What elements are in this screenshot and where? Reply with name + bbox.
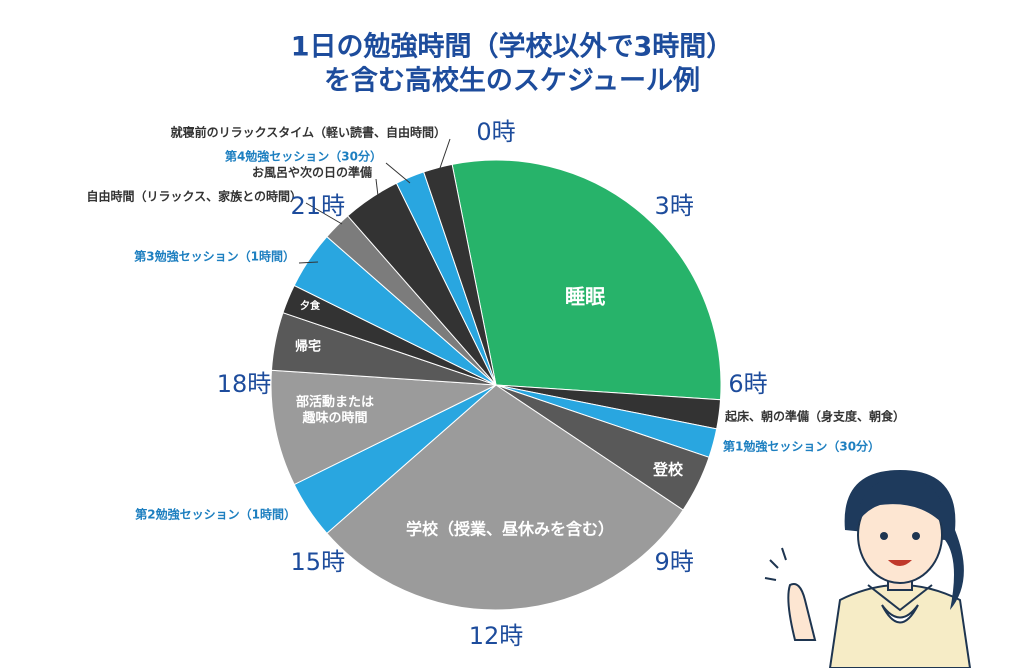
slice-label: お風呂や次の日の準備 [252, 165, 372, 180]
leader-line [385, 162, 411, 184]
slice-label: 睡眠 [565, 285, 606, 309]
leader-line [298, 261, 319, 264]
hour-label: 6時 [728, 370, 767, 398]
slice-label: 第4勉強セッション（30分） [224, 149, 382, 164]
hour-label: 9時 [655, 548, 694, 576]
slice-label: 第1勉強セッション（30分） [722, 439, 880, 454]
hour-label: 15時 [291, 548, 346, 576]
chart-title: 1日の勉強時間（学校以外で3時間） [291, 31, 734, 63]
slice-label: 起床、朝の準備（身支度、朝食） [724, 409, 905, 424]
slice-label: 部活動または趣味の時間 [296, 394, 374, 426]
slice-label: 就寝前のリラックスタイム（軽い読書、自由時間） [171, 125, 446, 140]
student-illustration [764, 470, 972, 668]
slice-label: 学校（授業、昼休みを含む） [406, 520, 614, 539]
slice-label: 第2勉強セッション（1時間） [134, 507, 296, 522]
slice-label: 夕食 [300, 299, 321, 312]
hour-label: 0時 [476, 118, 515, 146]
chart-title: を含む高校生のスケジュール例 [324, 65, 700, 97]
leader-line [305, 202, 343, 225]
pie-slice [270, 369, 498, 486]
slice-label: 第3勉強セッション（1時間） [133, 249, 295, 264]
pie-slice [326, 384, 684, 611]
pie-slice [423, 163, 497, 386]
hour-label: 3時 [655, 192, 694, 220]
slice-label: 自由時間（リラックス、家族との時間） [86, 189, 302, 204]
hour-label: 21時 [291, 192, 346, 220]
hour-label: 18時 [217, 370, 272, 398]
leader-line [375, 178, 379, 197]
pie-slice [451, 159, 722, 401]
hour-label: 12時 [469, 622, 524, 650]
slice-label: 登校 [652, 461, 684, 479]
slice-label: 帰宅 [295, 339, 321, 355]
leader-line [439, 138, 451, 169]
